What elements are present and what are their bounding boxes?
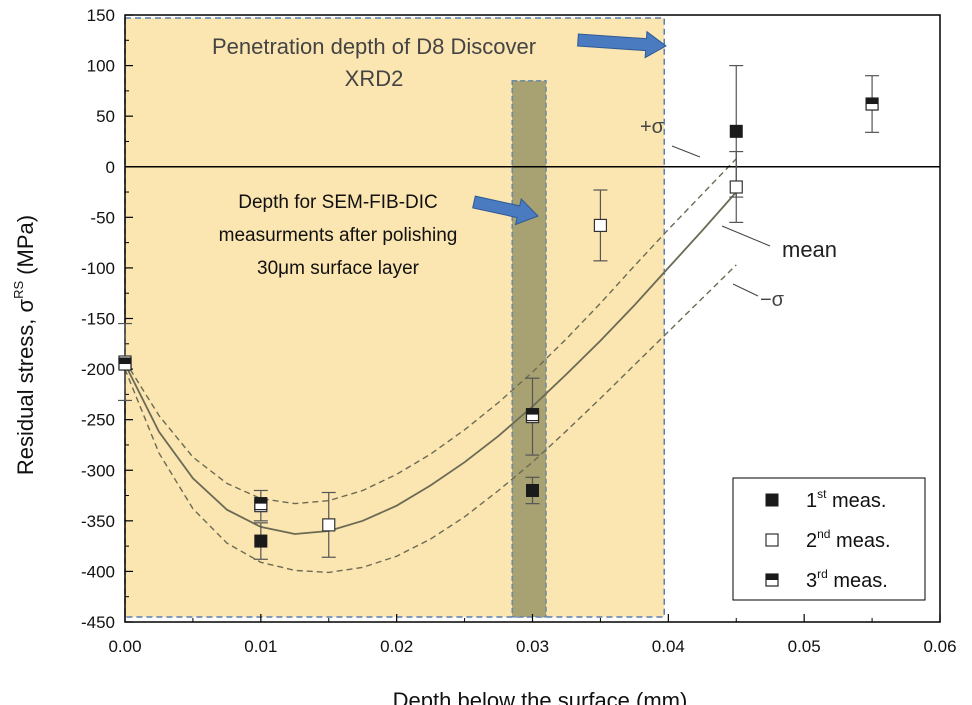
sem-label-line2: measurments after polishing [219,225,458,246]
mean-leader [721,225,771,247]
mean-label: mean [782,237,837,262]
data-point-series2 [322,518,336,532]
sem-label-line1: Depth for SEM-FIB-DIC [238,192,438,213]
data-point-series2 [729,180,743,194]
data-point-series3-top [866,98,879,105]
data-point-series3-top [254,497,267,504]
penetration-label-line1: Penetration depth of D8 Discover [212,34,536,59]
x-tick-label: 0.06 [923,637,956,656]
data-point-series1 [729,124,743,138]
legend-label-series1: 1st meas. [806,487,887,512]
penetration-depth-region [124,17,666,618]
legend-label-tail: meas. [830,530,890,552]
sem-label-line3: 30μm surface layer [257,258,420,279]
y-axis-label-unit: (MPa) [13,215,38,275]
y-axis-label-main: Residual stress, σ [13,298,38,475]
y-axis-label: Residual stress, σRS (MPa) [11,215,38,475]
plus-sigma-label: +σ [640,116,665,138]
axis-labels-layer: Depth below the surface (mm) Residual st… [11,215,687,705]
legend-label-base: 3 [806,570,817,592]
axes-layer: 150 100 50 0 -50 -100 -150 -200 -250 -300 -350 -400… [81,6,957,656]
data-point-series1 [526,483,539,497]
y-tick-label: -250 [81,411,115,430]
markers-layer [118,64,880,560]
y-axis-label-sup: RS [11,280,26,298]
x-tick-label: 0.05 [788,637,821,656]
curves-layer [124,145,771,574]
y-tick-label: -300 [81,461,115,480]
legend-marker-series1 [765,493,779,507]
plus-sigma-leader [671,145,701,158]
x-tick-label: 0.01 [244,637,277,656]
x-axis-label: Depth below the surface (mm) [393,688,688,705]
legend-label-series2: 2nd meas. [806,527,891,552]
legend-marker-series2 [765,533,779,547]
legend-label-sup: nd [817,527,830,541]
legend-label-tail: meas. [826,490,886,512]
x-tick-label: 0.00 [108,637,141,656]
data-point-series3-top [526,408,539,415]
y-tick-label: -200 [81,360,115,379]
sem-fib-dic-band [511,80,547,618]
minus-sigma-curve [124,264,737,574]
legend-box [732,477,926,601]
legend-label-sup: st [817,487,827,501]
legend-label-series3: 3rd meas. [806,567,888,592]
legend-label-tail: meas. [828,570,888,592]
regions-layer [124,17,667,618]
y-tick-label: -150 [81,310,115,329]
y-tick-label: -400 [81,562,115,581]
svg-text:Residual stress, σRS(MPa): Residual stress, σRS (MPa) [11,215,38,475]
annotations-layer: Penetration depth of D8 Discover XRD2 De… [212,34,837,311]
y-tick-label: -50 [90,208,115,227]
x-tick-label: 0.03 [516,637,549,656]
minus-sigma-leader [732,283,759,297]
minus-sigma-label: −σ [760,289,785,311]
mean-curve [124,191,737,535]
y-tick-label: -100 [81,259,115,278]
y-tick-label: 150 [87,6,115,25]
y-tick-label: -350 [81,512,115,531]
y-tick-label: 0 [106,158,115,177]
x-tick-label: 0.02 [380,637,413,656]
legend: 1st meas.2nd meas.3rd meas. [732,477,926,601]
y-tick-label: -450 [81,613,115,632]
data-point-series2 [593,218,608,233]
y-tick-label: 100 [87,57,115,76]
legend-label-base: 1 [806,490,817,512]
plus-sigma-curve [124,158,737,505]
data-point-series3-top [119,358,131,365]
x-tick-label: 0.04 [652,637,685,656]
sem-arrow [472,195,539,226]
data-point-series1 [254,534,268,548]
legend-label-base: 2 [806,530,817,552]
penetration-label-line2: XRD2 [345,66,404,91]
legend-marker-series3-top [766,574,778,580]
penetration-arrow [577,30,667,59]
y-tick-label: 50 [96,107,115,126]
legend-label-sup: rd [817,567,828,581]
